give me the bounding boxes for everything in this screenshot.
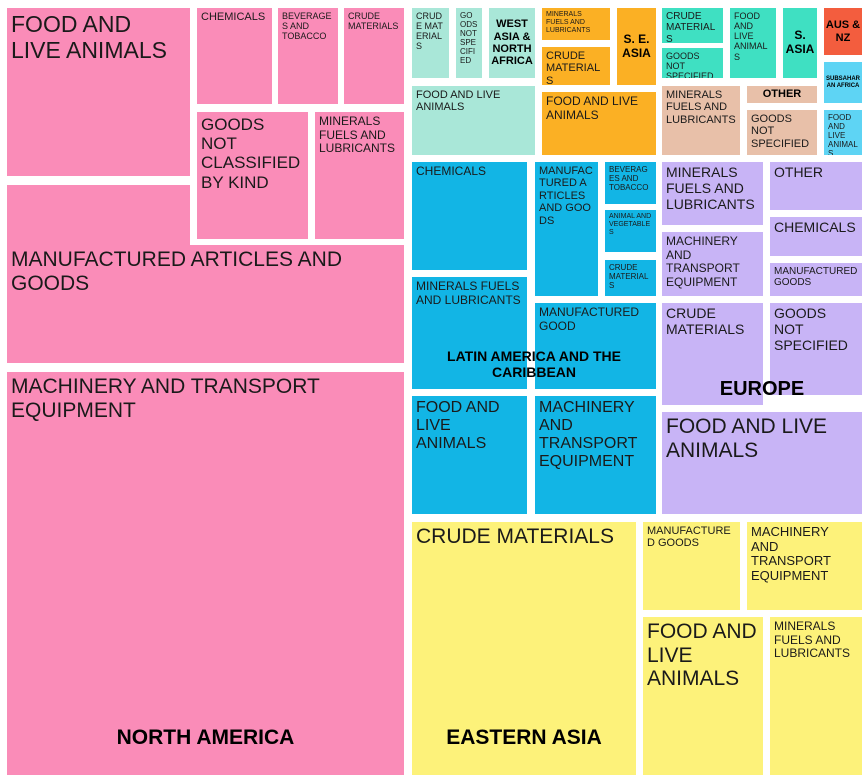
tile: MANUFACTURED ARTICLES AND GOODS <box>535 162 598 296</box>
tile: CRUDE MATERIALS <box>662 8 723 43</box>
tile: CRUDE MATERIALS <box>344 8 404 104</box>
tile: MACHINERY AND TRANSPORT EQUIPMENT <box>535 396 656 514</box>
region-label: AUS & NZ <box>824 8 862 55</box>
region-label: EUROPE <box>719 377 805 400</box>
tile: CRUDE MATERIALS <box>412 8 449 78</box>
region-label: SUBSAHARAN AFRICA <box>824 62 862 103</box>
tile: FOOD AND LIVE ANIMALS <box>824 110 862 155</box>
tile: MINERALS FUELS AND LUBRICANTS <box>662 86 740 155</box>
tile: FOOD AND LIVE ANIMALS <box>412 86 535 155</box>
tile: CRUDE MATERIALS <box>542 47 610 85</box>
tile: FOOD AND LIVE ANIMALS <box>412 396 527 514</box>
tile: FOOD AND LIVE ANIMALS <box>662 412 862 514</box>
region-label: NORTH AMERICA <box>116 725 295 749</box>
tile: BEVERAGES AND TOBACCO <box>278 8 338 104</box>
tile: MINERALS FUELS AND LUBRICANTS <box>412 277 527 389</box>
region-label: WEST ASIA & NORTH AFRICA <box>489 8 535 78</box>
tile: MINERALS FUELS AND LUBRICANTS <box>770 617 862 775</box>
region-label: LATIN AMERICA AND THE CARIBBEAN <box>447 348 621 380</box>
tile: MACHINERY AND TRANSPORT EQUIPMENT <box>662 232 763 296</box>
tile: FOOD AND LIVE ANIMALS <box>7 8 190 176</box>
region-label: S. E. ASIA <box>617 8 656 85</box>
tile: MANUFACTURED GOODS <box>643 522 740 610</box>
tile: GOODS NOT SPECIFIED <box>747 110 817 155</box>
tile: CRUDE MATERIALS <box>662 303 763 405</box>
tile: MINERALS FUELS AND LUBRICANTS <box>315 112 404 239</box>
tile: MANUFACTURED GOODS <box>770 263 862 296</box>
region-label: S. ASIA <box>783 8 817 78</box>
tile: FOOD AND LIVE ANIMALS <box>643 617 763 775</box>
tile-filler <box>7 185 190 246</box>
tile: GOODS NOT SPECIFIED <box>662 48 723 78</box>
tile: MACHINERY AND TRANSPORT EQUIPMENT <box>747 522 862 610</box>
tile: OTHER <box>770 162 862 210</box>
tile: MANUFACTURED ARTICLES AND GOODS <box>7 245 404 363</box>
tile: MINERALS FUELS AND LUBRICANTS <box>542 8 610 40</box>
tile: FOOD AND LIVE ANIMALS <box>542 92 656 155</box>
tile: GOODS NOT SPECIFIED <box>456 8 482 78</box>
tile: CRUDE MATERIALS <box>605 260 656 296</box>
tile: MANUFACTURED GOOD <box>535 303 656 389</box>
tile: GOODS NOT CLASSIFIED BY KIND <box>197 112 308 239</box>
tile: MINERALS FUELS AND LUBRICANTS <box>662 162 763 225</box>
tile: GOODS NOT SPECIFIED <box>770 303 862 395</box>
tile: ANIMAL AND VEGETABLES <box>605 210 656 252</box>
tile: MACHINERY AND TRANSPORT EQUIPMENT <box>7 372 404 775</box>
region-label: OTHER <box>747 86 817 103</box>
tile: CRUDE MATERIALS <box>412 522 636 775</box>
tile: CHEMICALS <box>197 8 272 104</box>
tile: FOOD AND LIVE ANIMALS <box>730 8 776 78</box>
tile: CHEMICALS <box>770 217 862 256</box>
tile: CHEMICALS <box>412 162 527 270</box>
tile: BEVERAGES AND TOBACCO <box>605 162 656 204</box>
region-label: EASTERN ASIA <box>446 725 602 749</box>
